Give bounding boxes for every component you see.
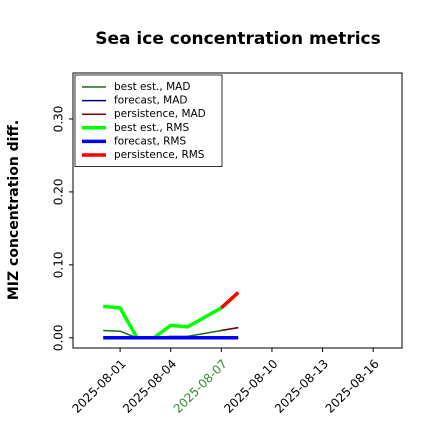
y-axis-label: MIZ concentration diff. xyxy=(6,120,22,300)
series-line xyxy=(221,326,239,332)
legend-label: best est., MAD xyxy=(114,81,190,93)
legend-label: persistence, RMS xyxy=(114,149,205,161)
y-tick-label: 0.30 xyxy=(52,106,66,133)
x-tick-label: 2025-08-16 xyxy=(323,357,382,416)
legend-label: forecast, MAD xyxy=(114,95,187,107)
chart-title: Sea ice concentration metrics xyxy=(95,29,381,49)
y-tick-label: 0.00 xyxy=(52,324,66,351)
legend-box xyxy=(74,74,223,167)
y-tick-label: 0.10 xyxy=(52,251,66,278)
legend-label: forecast, RMS xyxy=(114,135,186,147)
plot-frame xyxy=(72,72,403,349)
series-line xyxy=(103,291,240,340)
legend-label: best est., RMS xyxy=(114,122,189,134)
y-tick-label: 0.20 xyxy=(52,179,66,206)
series-line xyxy=(220,291,240,310)
legend-label: persistence, MAD xyxy=(114,108,206,120)
